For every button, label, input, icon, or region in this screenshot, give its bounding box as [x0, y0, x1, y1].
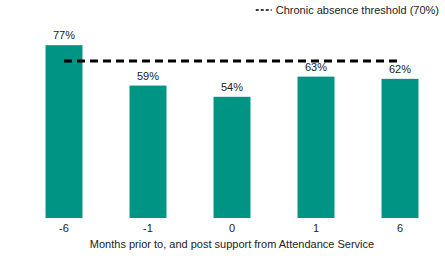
bar: [130, 86, 167, 218]
data-label: 59%: [137, 70, 159, 82]
x-tick-label: -1: [143, 222, 153, 234]
data-label: 54%: [221, 81, 243, 93]
legend-swatch: [256, 9, 272, 11]
x-tick-label: 0: [229, 222, 235, 234]
bars: [46, 45, 419, 218]
bar: [214, 97, 251, 218]
chart: 77% 59% 54% 63% 62% -6 -1 0 1 6 Months prior to, a…: [0, 0, 445, 266]
data-label: 77%: [53, 29, 75, 41]
x-tick-label: 1: [313, 222, 319, 234]
legend: Chronic absence threshold (70%): [256, 4, 439, 16]
bar: [46, 45, 83, 218]
legend-label: Chronic absence threshold (70%): [276, 4, 439, 16]
data-label: 63%: [305, 61, 327, 73]
data-label: 62%: [389, 63, 411, 75]
x-axis-label: Months prior to, and post support from A…: [90, 238, 374, 250]
x-tick-label: 6: [397, 222, 403, 234]
threshold-line: [64, 59, 400, 62]
x-tick-label: -6: [59, 222, 69, 234]
bar: [382, 79, 419, 218]
bar: [298, 77, 335, 218]
